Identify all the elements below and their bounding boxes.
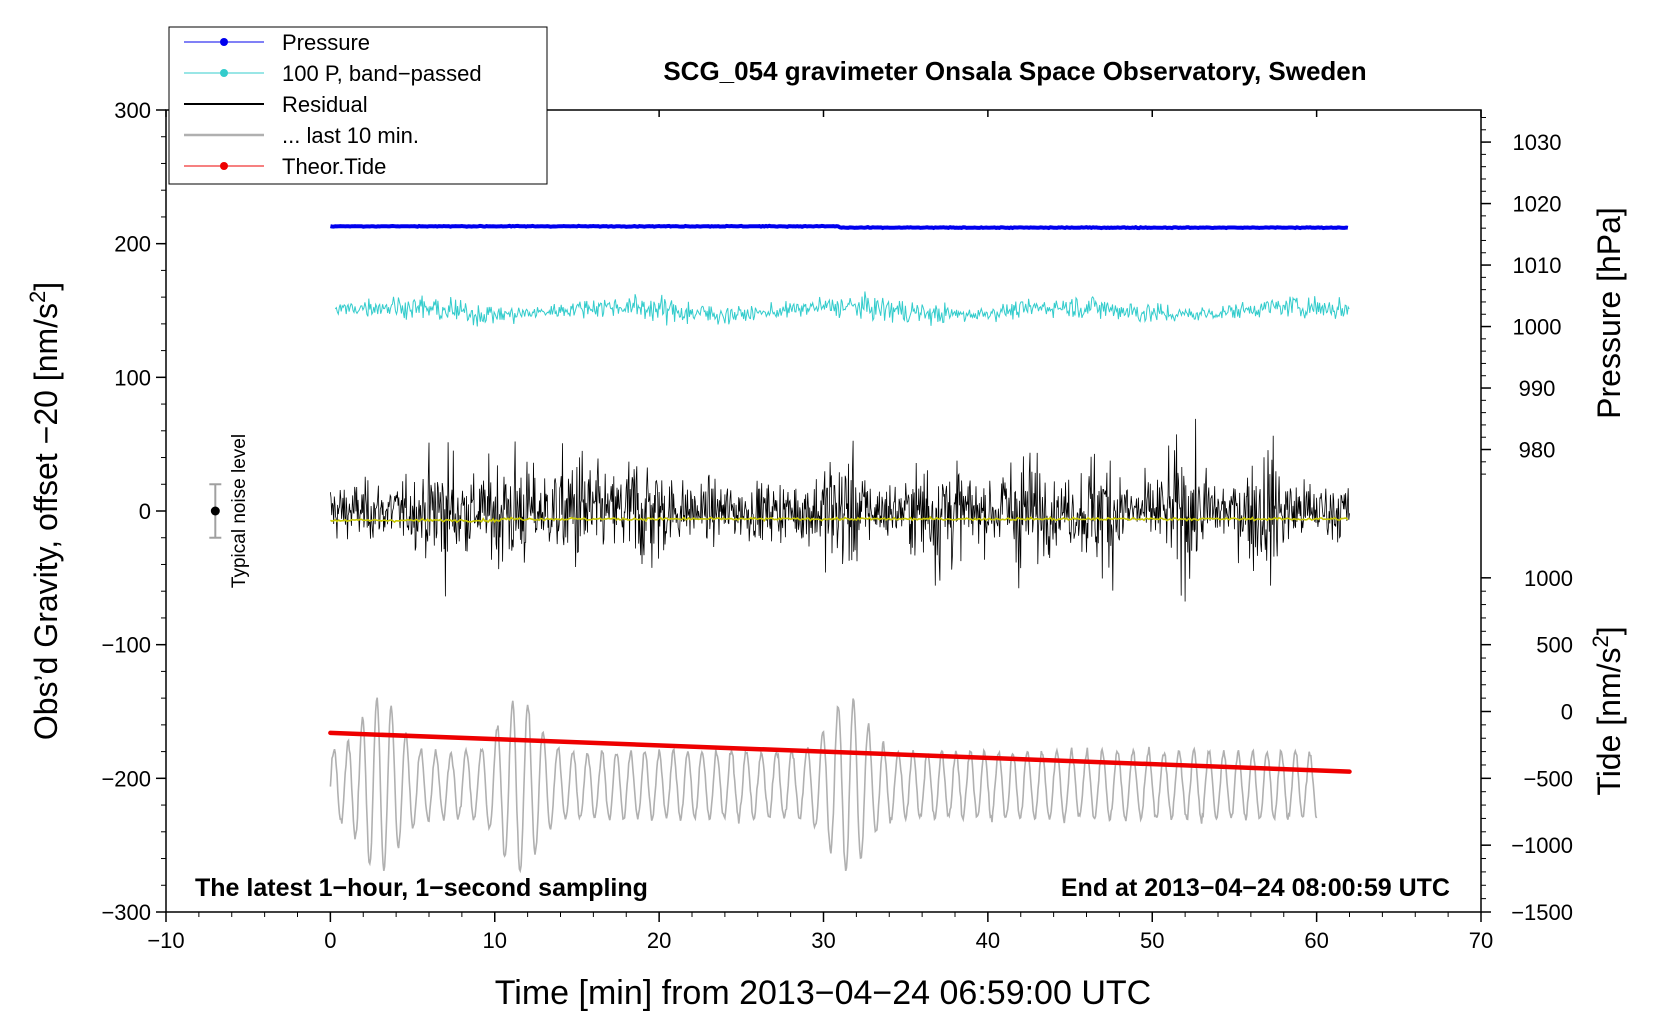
tide-tick-label: 1000 <box>1524 566 1573 591</box>
pressure-tick-label: 1020 <box>1513 192 1562 217</box>
y-tick-label: 300 <box>114 98 151 123</box>
pressure-tick-label: 1030 <box>1513 130 1562 155</box>
noise-level-bar <box>209 483 222 539</box>
x-tick-label: −10 <box>147 928 184 953</box>
legend-marker <box>220 162 228 170</box>
legend-marker <box>220 38 228 46</box>
tide-tick-label: −1500 <box>1511 900 1573 925</box>
tide-tick-label: 0 <box>1561 700 1573 725</box>
y-tick-label: −300 <box>101 900 151 925</box>
annotation-end-time: End at 2013−04−24 08:00:59 UTC <box>1061 874 1450 902</box>
tide-axis-label-sup: 2 <box>1588 635 1613 647</box>
y-tick-label: 0 <box>139 499 151 524</box>
series-theoretical-tide <box>328 730 1352 774</box>
pressure-tick-label: 980 <box>1519 438 1556 463</box>
tide-tick-label: −500 <box>1523 766 1573 791</box>
y-axis-ticks: −300 −200 −100 0 100 200 300 <box>101 98 166 925</box>
tide-axis-label-prefix: Tide [nm/s <box>1591 647 1627 795</box>
x-tick-label: 70 <box>1469 928 1493 953</box>
x-tick-label: 60 <box>1304 928 1328 953</box>
y-axis-label-prefix: Obs’d Gravity, offset −20 [nm/s <box>28 303 64 740</box>
tide-axis-ticks: 1000 500 0 −500 −1000 −1500 <box>1481 566 1573 925</box>
legend-label: Residual <box>282 92 368 117</box>
y-tick-label: 100 <box>114 365 151 390</box>
chart-title: SCG_054 gravimeter Onsala Space Observat… <box>663 56 1366 86</box>
pressure-axis-label: Pressure [hPa] <box>1591 207 1627 419</box>
legend-label: Pressure <box>282 30 370 55</box>
legend-label: 100 P, band−passed <box>282 61 482 86</box>
y-axis-label: Obs’d Gravity, offset −20 [nm/s2] <box>25 282 64 740</box>
series-residual-smoothed <box>330 515 1349 524</box>
x-axis-label: Time [min] from 2013−04−24 06:59:00 UTC <box>495 974 1151 1012</box>
legend-marker <box>220 69 228 77</box>
legend-box <box>168 26 548 185</box>
series-bandpassed-pressure <box>334 291 1350 327</box>
annotation-latest-hour: The latest 1−hour, 1−second sampling <box>195 874 648 902</box>
x-tick-label: 30 <box>811 928 835 953</box>
tide-axis-label-suffix: ] <box>1591 626 1627 635</box>
series-pressure <box>330 223 1349 231</box>
legend-label: Theor.Tide <box>282 154 386 179</box>
x-tick-label: 10 <box>483 928 507 953</box>
series-last-10-min <box>329 697 1318 874</box>
legend: Pressure 100 P, band−passed Residual ... la… <box>168 26 548 185</box>
y-tick-label: −200 <box>101 766 151 791</box>
pressure-tick-label: 1010 <box>1513 253 1562 278</box>
series-layer <box>328 223 1352 874</box>
y-axis-label-suffix: ] <box>28 282 64 291</box>
x-tick-label: 50 <box>1140 928 1164 953</box>
x-tick-label: 0 <box>324 928 336 953</box>
y-axis-label-sup: 2 <box>25 291 50 303</box>
x-tick-label: 20 <box>647 928 671 953</box>
tide-axis-label: Tide [nm/s2] <box>1588 626 1627 795</box>
pressure-axis-ticks: 1030 1020 1010 1000 990 980 <box>1481 116 1562 475</box>
pressure-tick-label: 1000 <box>1513 315 1562 340</box>
x-tick-label: 40 <box>976 928 1000 953</box>
y-tick-label: −100 <box>101 633 151 658</box>
x-axis-ticks: −10 0 10 20 30 40 50 60 70 <box>147 110 1493 953</box>
pressure-tick-label: 990 <box>1519 376 1556 401</box>
noise-level-label: Typical noise level <box>229 434 250 588</box>
legend-label: ... last 10 min. <box>282 123 419 148</box>
y-tick-label: 200 <box>114 232 151 257</box>
tide-tick-label: −1000 <box>1511 833 1573 858</box>
tide-tick-label: 500 <box>1536 633 1573 658</box>
noise-bar-center-dot <box>210 506 220 516</box>
